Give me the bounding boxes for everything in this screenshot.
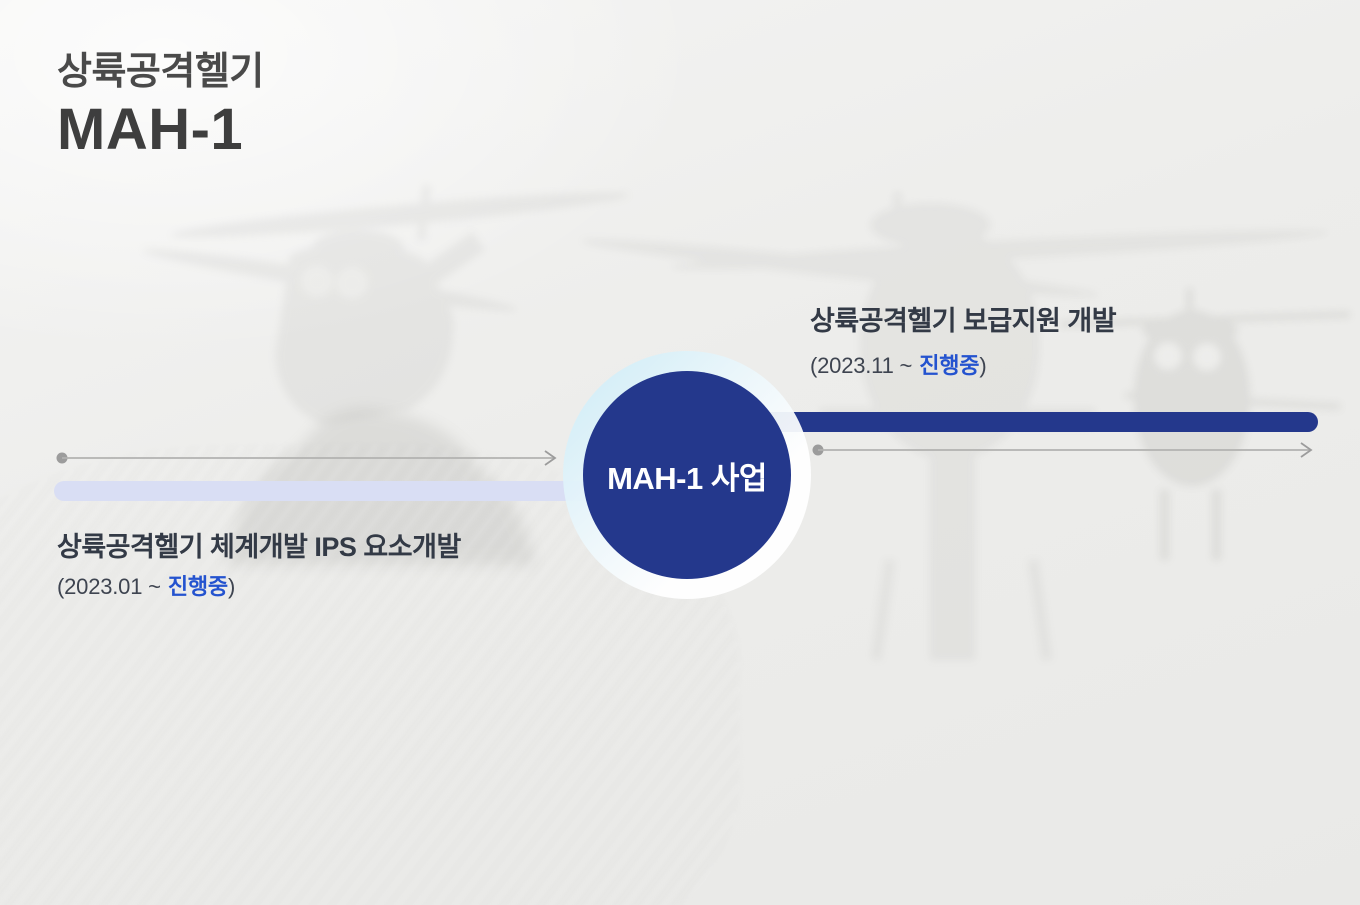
arrowhead-icon <box>1300 442 1313 458</box>
phase-left-title: 상륙공격헬기 체계개발 IPS 요소개발 <box>57 532 461 562</box>
status-text: 진행중 <box>167 574 228 599</box>
phase-right-title: 상륙공격헬기 보급지원 개발 <box>810 306 1117 336</box>
period-close: ) <box>979 353 987 378</box>
timeline-arrow-right <box>812 442 1313 458</box>
left-helicopter-silhouette <box>142 184 630 425</box>
right-helicopter-windows <box>1154 342 1221 371</box>
phase-bar-right <box>760 412 1318 432</box>
category-label: 상륙공격헬기 <box>57 51 264 93</box>
period-open: (2023.01 ~ <box>57 574 161 599</box>
center-helicopter-silhouette <box>581 192 1330 661</box>
period-close: ) <box>227 574 236 599</box>
phase-left-period: (2023.01 ~ 진행중) <box>57 573 461 601</box>
timeline-arrow-left <box>56 450 557 466</box>
center-node: MAH-1 사업 <box>583 371 791 579</box>
phase-bar-left <box>54 481 666 501</box>
page-header: 상륙공격헬기 MAH-1 <box>57 48 264 162</box>
phase-right: 상륙공격헬기 보급지원 개발 (2023.11 ~ 진행중) <box>810 304 1117 380</box>
phase-right-period: (2023.11 ~ 진행중) <box>810 352 1116 380</box>
status-text: 진행중 <box>919 353 980 378</box>
period-open: (2023.11 ~ <box>810 353 913 378</box>
arrowhead-icon <box>544 450 557 466</box>
left-helicopter-windows <box>301 265 368 299</box>
page-title: MAH-1 <box>57 97 244 162</box>
center-node-label: MAH-1 사업 <box>607 460 767 496</box>
phase-left: 상륙공격헬기 체계개발 IPS 요소개발 (2023.01 ~ 진행중) <box>57 530 461 601</box>
